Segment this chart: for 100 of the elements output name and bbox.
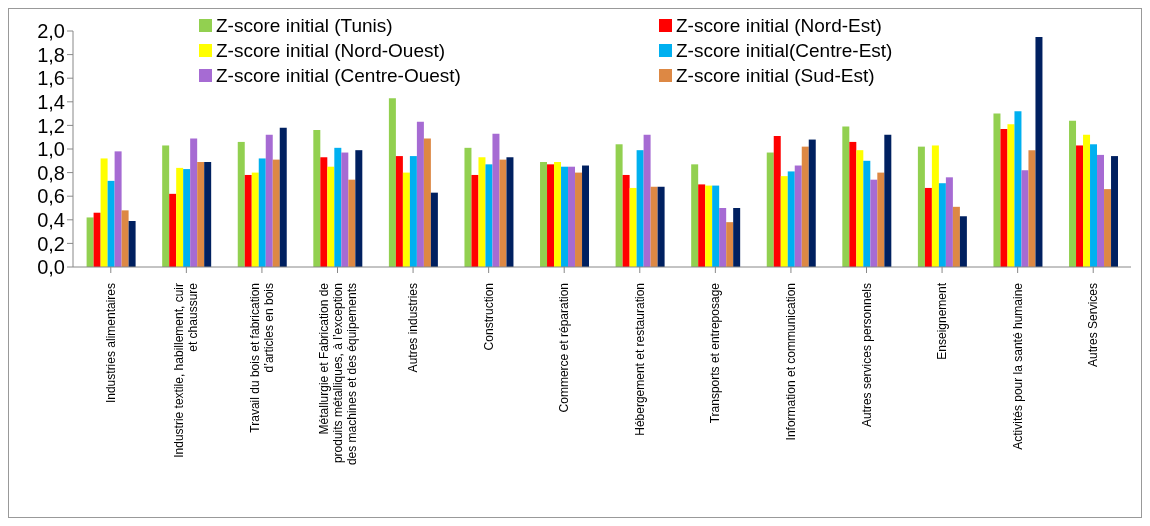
bar — [917, 146, 925, 267]
bar — [794, 165, 802, 267]
bar — [568, 166, 576, 267]
bar — [395, 156, 403, 267]
bar — [471, 174, 479, 267]
bar — [348, 179, 356, 267]
bar — [313, 130, 321, 267]
bar — [622, 174, 630, 267]
bar — [1111, 156, 1119, 267]
bar — [121, 210, 129, 267]
bar — [884, 134, 892, 267]
bar — [162, 145, 170, 267]
bar — [650, 186, 658, 267]
x-tick-label: Enseignement — [935, 282, 950, 360]
bar — [86, 217, 94, 267]
y-tick-label: 1,4 — [37, 90, 65, 113]
bar — [485, 164, 493, 267]
bar — [1035, 36, 1043, 267]
y-tick-label: 0,0 — [37, 256, 65, 279]
y-tick-label: 0,8 — [37, 161, 65, 184]
bar — [808, 139, 816, 267]
x-tick-label: Information et communication — [783, 283, 798, 441]
bar — [870, 179, 878, 267]
bar — [712, 185, 720, 267]
x-tick-label: Industries alimentaires — [103, 283, 118, 404]
bar — [506, 157, 514, 267]
y-tick-label: 2,0 — [37, 20, 65, 43]
legend-label: Z-score initial (Sud-Est) — [676, 64, 875, 88]
bar — [176, 167, 184, 267]
legend-label: Z-score initial(Centre-Est) — [676, 39, 893, 63]
bar — [1097, 154, 1105, 267]
bar — [773, 136, 781, 267]
bar — [100, 158, 108, 267]
bar — [856, 150, 864, 267]
x-tick-label: Construction — [481, 283, 496, 351]
bar — [272, 159, 280, 267]
bar — [780, 176, 788, 267]
bar — [190, 138, 198, 267]
bar — [320, 157, 328, 267]
bar — [341, 152, 349, 267]
bar — [849, 141, 857, 267]
bar — [1069, 120, 1077, 267]
bar — [388, 98, 396, 267]
bar — [183, 169, 191, 267]
bar — [540, 161, 548, 267]
bar — [430, 192, 438, 267]
bar — [128, 220, 136, 267]
bar — [1028, 150, 1036, 267]
bar — [575, 172, 583, 267]
y-tick-label: 1,0 — [37, 138, 65, 161]
bar — [265, 134, 273, 267]
bar — [877, 172, 885, 267]
x-tick-label: Hébergement et restauration — [632, 283, 647, 436]
bar — [251, 172, 259, 267]
bar — [582, 165, 590, 267]
bar — [766, 152, 774, 267]
legend-label: Z-score initial (Nord-Ouest) — [216, 39, 446, 63]
x-tick-label: Commerce et réparation — [557, 283, 572, 413]
bar — [952, 206, 960, 267]
bar — [787, 171, 795, 267]
bar — [93, 212, 101, 267]
bar — [924, 187, 932, 267]
bar — [416, 121, 424, 267]
bar — [107, 180, 115, 267]
bar — [698, 184, 706, 267]
bar — [1014, 111, 1022, 267]
bar — [931, 145, 939, 267]
x-tick-label: Activités pour la santé humaine — [1010, 282, 1025, 450]
bar — [492, 133, 500, 267]
bar — [258, 158, 266, 267]
legend-label: Z-score initial (Nord-Est) — [676, 14, 882, 38]
bar — [327, 166, 335, 267]
x-tick-label: Industrie textile, habillement, cuir et chaussure — [172, 282, 201, 458]
bar — [629, 187, 637, 267]
bar — [842, 126, 850, 267]
x-tick-label: Autres Services — [1086, 283, 1101, 368]
bar — [244, 174, 252, 267]
bar — [478, 157, 486, 267]
y-tick-label: 1,8 — [37, 43, 65, 66]
bar — [1076, 145, 1084, 267]
bar — [554, 161, 562, 267]
bar — [657, 186, 665, 267]
bar — [279, 127, 287, 267]
bar — [636, 150, 644, 267]
bar — [1083, 134, 1091, 267]
bar — [938, 183, 946, 267]
bar — [561, 166, 569, 267]
bar — [1104, 189, 1112, 267]
bar — [169, 193, 177, 267]
bar — [801, 146, 809, 267]
bar — [945, 177, 953, 267]
bar — [1000, 128, 1008, 267]
bar — [1090, 144, 1098, 267]
bar — [204, 161, 212, 267]
bar — [547, 164, 555, 267]
bar — [959, 216, 967, 267]
bar — [423, 138, 431, 267]
y-tick-label: 1,2 — [37, 114, 65, 137]
bar — [409, 156, 417, 267]
y-tick-label: 0,6 — [37, 185, 65, 208]
